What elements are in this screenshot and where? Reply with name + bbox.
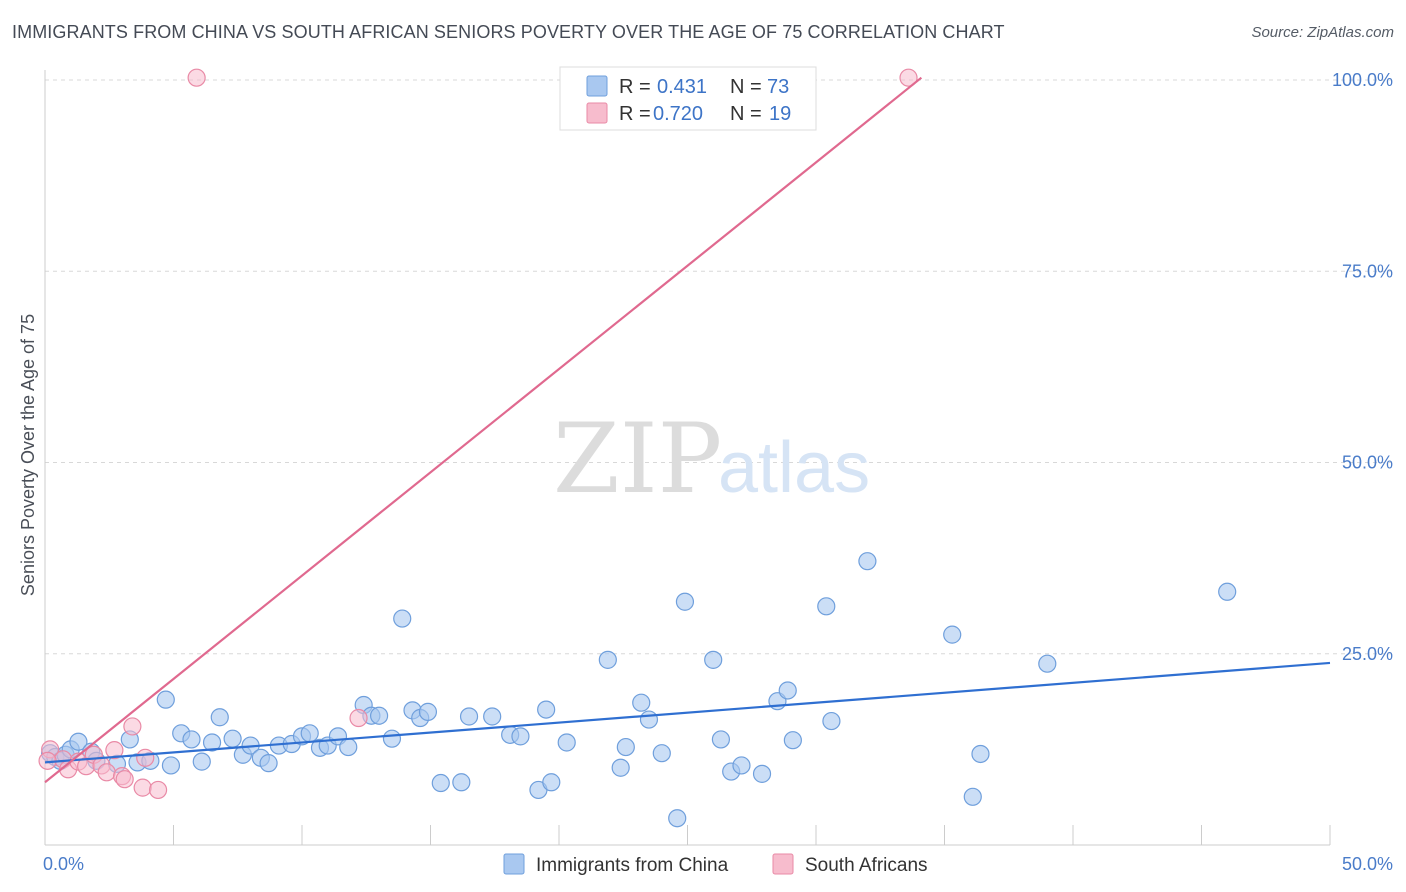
point-south-africans-12 [136, 748, 155, 767]
point-china-51 [611, 758, 630, 777]
point-china-47 [537, 700, 556, 719]
correlation-legend: R = 0.431 N = 73 R = 0.720 N = 19 [559, 66, 817, 131]
point-china-18 [210, 708, 229, 727]
point-china-70 [963, 787, 982, 806]
point-china-65 [783, 731, 802, 750]
point-china-71 [971, 744, 990, 764]
point-china-57 [675, 592, 695, 611]
point-china-15 [182, 730, 201, 749]
point-china-58 [704, 650, 723, 669]
grid-lines [45, 79, 1392, 655]
trend-line-south-africans [44, 76, 923, 784]
point-china-23 [259, 754, 278, 773]
point-south-africans-11 [123, 717, 142, 736]
point-china-55 [652, 744, 671, 763]
series-china-points [41, 552, 1237, 828]
point-china-49 [557, 733, 576, 752]
point-china-69 [943, 625, 962, 644]
point-south-africans-10 [115, 770, 134, 789]
point-china-27 [300, 724, 319, 743]
point-china-41 [452, 773, 471, 792]
point-china-48 [542, 773, 561, 792]
point-south-africans-7 [97, 763, 116, 782]
point-china-50 [598, 650, 617, 669]
point-south-africans-8 [105, 741, 124, 760]
point-china-54 [639, 710, 659, 729]
axes [44, 70, 1331, 846]
point-china-34 [370, 706, 389, 725]
legend-r-value-sa: 0.720 [653, 103, 703, 125]
watermark-zip: ZIP [553, 403, 722, 515]
point-china-36 [393, 609, 412, 628]
point-china-59 [711, 730, 731, 749]
legend-n-value-china: 73 [767, 76, 789, 98]
legend-r-label-china: R = [619, 76, 651, 98]
point-china-39 [418, 702, 438, 721]
bottom-legend-swatch-south-africans [772, 853, 794, 875]
point-south-africans-14 [148, 780, 168, 800]
y-tick-label-0: 25.0% [1342, 644, 1393, 664]
point-china-73 [1218, 582, 1237, 601]
bottom-legend-swatch-china [503, 853, 525, 875]
point-south-africans-13 [133, 778, 152, 797]
point-china-31 [339, 737, 358, 757]
point-china-16 [192, 752, 211, 771]
point-china-52 [616, 737, 635, 757]
point-china-68 [858, 552, 877, 571]
y-tick-label-1: 50.0% [1342, 453, 1393, 473]
x-tick-label-0: 0.0% [43, 854, 84, 874]
chart-title: IMMIGRANTS FROM CHINA VS SOUTH AFRICAN S… [12, 22, 1005, 42]
point-china-43 [483, 707, 502, 726]
bottom-legend-label-sa: South Africans [805, 855, 928, 876]
point-china-19 [223, 729, 242, 748]
chart-source: Source: ZipAtlas.com [1251, 24, 1394, 41]
legend-n-value-sa: 19 [769, 103, 791, 125]
point-china-56 [668, 809, 687, 828]
legend-swatch-south-africans [586, 102, 608, 124]
point-china-42 [459, 707, 479, 726]
watermark-atlas: atlas [718, 428, 870, 508]
point-china-45 [511, 727, 530, 746]
point-china-35 [382, 729, 402, 748]
legend-n-label-sa: N = [730, 103, 762, 125]
point-china-72 [1038, 654, 1057, 673]
point-china-61 [732, 756, 751, 775]
point-china-5 [69, 732, 88, 751]
trend-lines [44, 76, 1331, 784]
point-china-62 [752, 764, 772, 783]
point-south-africans-17 [899, 68, 918, 87]
point-south-africans-16 [349, 708, 368, 728]
y-tick-label-3: 100.0% [1332, 70, 1393, 90]
bottom-legend-label-china: Immigrants from China [536, 855, 729, 876]
point-south-africans-15 [187, 68, 206, 87]
point-china-12 [156, 690, 175, 709]
legend-r-value-china: 0.431 [657, 76, 707, 98]
legend-n-label-china: N = [730, 76, 762, 98]
y-axis-label: Seniors Poverty Over the Age of 75 [18, 314, 38, 596]
x-tick-labels: 0.0% 50.0% [43, 854, 1393, 874]
series-legend: Immigrants from China South Africans [503, 853, 928, 876]
point-china-17 [202, 733, 222, 752]
y-tick-label-2: 75.0% [1342, 261, 1393, 281]
legend-swatch-china [586, 75, 608, 97]
y-tick-labels: 25.0% 50.0% 75.0% 100.0% [1332, 70, 1393, 664]
point-china-53 [632, 693, 651, 712]
x-tick-label-1: 50.0% [1342, 854, 1393, 874]
point-china-67 [822, 711, 841, 731]
point-china-64 [778, 681, 797, 700]
point-china-13 [161, 756, 181, 775]
point-china-66 [817, 597, 836, 616]
trend-line-china [44, 661, 1331, 764]
point-china-40 [431, 773, 450, 793]
watermark: ZIP atlas [553, 403, 870, 515]
legend-r-label-sa: R = [619, 103, 651, 125]
